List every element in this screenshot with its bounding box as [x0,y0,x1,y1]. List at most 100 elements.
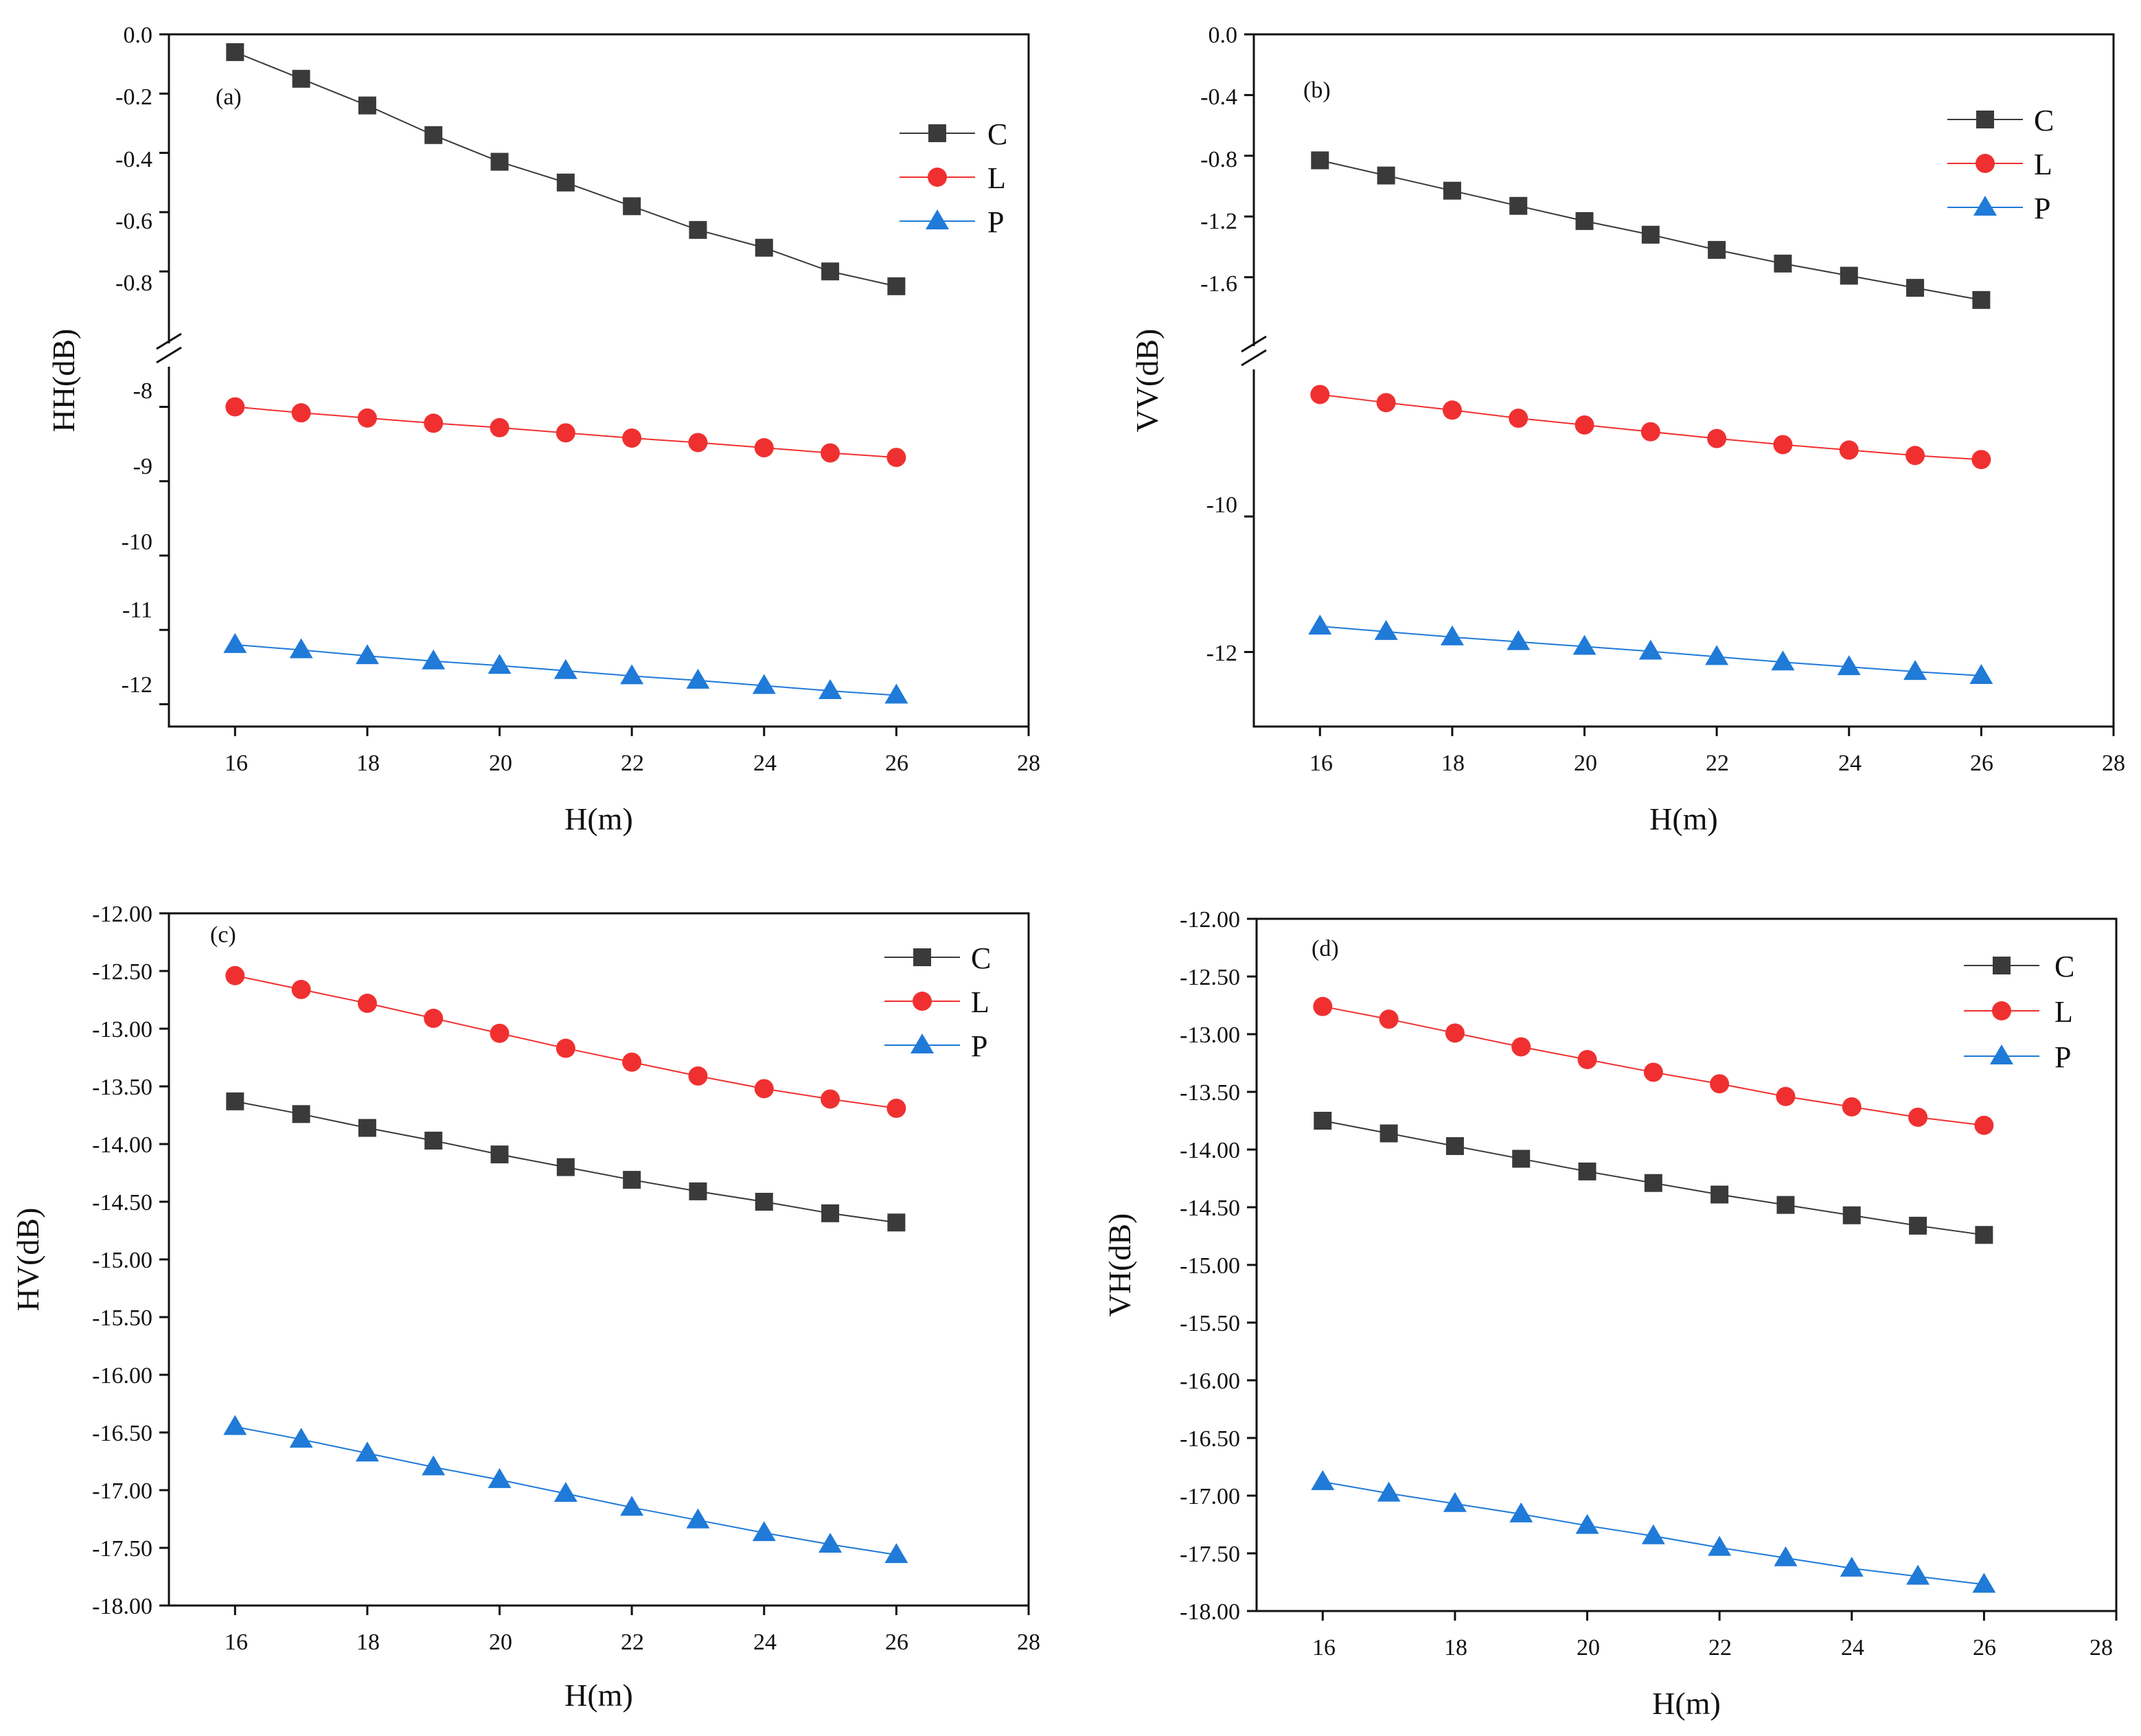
tick-label: -13.00 [1180,1023,1240,1048]
data-point-c [1379,1124,1398,1143]
data-point-c [226,1092,244,1110]
data-point-l [1974,1115,1994,1135]
data-point-c [1377,166,1395,185]
legend-marker-p [1973,196,1997,216]
data-point-c [689,1182,707,1200]
data-point-c [1512,1150,1531,1168]
y-axis-title: HH(dB) [46,329,81,433]
tick-label: -15.50 [92,1305,152,1331]
data-point-p [1443,1492,1467,1512]
tick-label: 22 [621,1630,644,1655]
tick-label: 18 [1444,1635,1467,1660]
series-marks [1311,996,1996,1593]
tick-label: -16.00 [1180,1369,1240,1394]
tick-label: 20 [1574,751,1597,776]
data-point-c [358,1119,376,1137]
legend-label-p: P [987,205,1004,239]
legend-label-c: C [987,117,1007,151]
data-point-l [1707,429,1727,448]
data-point-p [1972,1573,1996,1593]
data-point-l [225,397,245,417]
tick-label: 22 [621,751,644,776]
legend-label-l: L [2054,995,2073,1029]
data-point-c [1776,1196,1795,1214]
data-point-c [490,152,509,171]
data-point-p [422,649,446,670]
data-point-p [553,659,577,679]
data-point-p [686,668,710,689]
x-axis-title: H(m) [564,1678,633,1713]
data-point-c [1311,151,1329,170]
data-point-l [490,418,510,437]
tick-label: 24 [1838,751,1862,776]
axis-break [1240,335,1269,369]
plot-frame [1252,33,2115,728]
x-axis-title: H(m) [564,801,633,836]
data-point-p [1837,655,1861,676]
data-point-c [1644,1174,1662,1192]
data-point-c [1774,254,1792,273]
data-point-l [1379,1009,1399,1029]
data-point-c [556,173,575,192]
data-point-c [1575,212,1594,230]
tick-label: 0.0 [1209,23,1238,48]
data-point-c [1842,1206,1861,1224]
legend: C L P [1964,950,2074,1074]
data-point-p [884,1543,908,1564]
data-point-p [1311,1470,1335,1490]
tick-label: 24 [753,751,777,776]
data-point-p [1771,650,1795,671]
data-point-l [357,408,377,428]
data-point-p [488,654,512,674]
data-point-c [1972,290,1991,309]
data-point-l [622,428,642,448]
legend-label-c: C [2054,950,2074,983]
data-point-p [1638,639,1662,660]
data-point-c [424,1131,443,1150]
data-point-p [1969,663,1993,684]
data-point-p [884,683,908,704]
tick-label: 20 [489,1630,512,1655]
data-point-l [291,403,311,423]
legend-marker-c [913,948,931,966]
data-point-l [688,433,708,453]
tick-label: -14.50 [1180,1196,1240,1221]
tick-label: -12.50 [92,959,152,985]
data-point-c [821,262,840,281]
tick-marks [159,33,1030,736]
data-point-p [1377,1481,1401,1502]
data-point-p [223,632,247,653]
tick-label: 16 [1312,1635,1336,1660]
tick-label: 0.0 [124,23,153,48]
tick-label: -8 [133,378,152,404]
series-marks [1308,151,1993,684]
data-point-p [289,1428,313,1448]
data-point-p [620,1496,644,1516]
data-point-l [1643,1062,1663,1082]
data-point-c [358,96,376,115]
legend-label-l: L [2034,148,2052,181]
data-point-l [754,1079,774,1099]
tick-label: 20 [489,751,512,776]
series-marks [223,966,908,1564]
tick-label: 28 [2090,1635,2113,1660]
data-point-c [1840,266,1858,285]
legend-marker-l [1976,154,1995,173]
tick-label: -15.50 [1180,1311,1240,1336]
data-point-l [1839,440,1859,460]
data-point-c [887,277,906,295]
tick-label: 18 [356,1630,380,1655]
tick-label: -13.50 [92,1075,152,1100]
x-axis-title: H(m) [1649,801,1718,836]
tick-label: 16 [225,1630,248,1655]
data-point-c [755,1193,773,1211]
plot-frame [168,33,1030,728]
tick-label: -1.2 [1200,209,1237,234]
legend-marker-l [913,992,932,1011]
tick-label: 28 [2102,751,2125,776]
tick-label: -17.00 [92,1478,152,1504]
data-point-p [1374,619,1398,640]
tick-label: -9 [133,454,152,479]
data-point-l [1313,996,1333,1016]
tick-label: -12.50 [1180,965,1240,990]
